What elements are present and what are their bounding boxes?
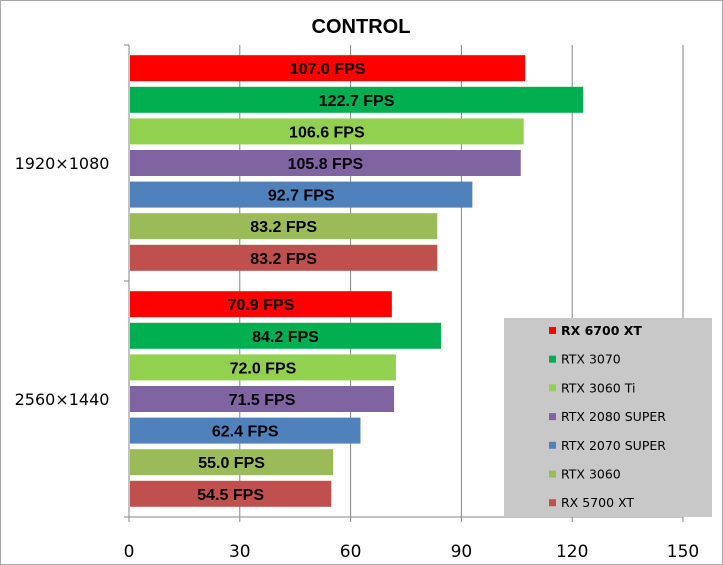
category-label: 1920×1080: [15, 154, 110, 173]
bar-data-label: 122.7 FPS: [319, 93, 395, 110]
axes: 0 30 60 90 120 150 1920×1080 2560×1440: [15, 44, 699, 562]
bar: [130, 118, 524, 145]
bar: [130, 417, 361, 444]
bar-data-label: 105.8 FPS: [288, 156, 364, 173]
x-tick-label: 0: [124, 542, 135, 562]
bar: [130, 55, 526, 82]
bar: [130, 150, 521, 176]
x-tick-label: 120: [556, 542, 588, 562]
bar-data-label: 92.7 FPS: [268, 188, 335, 205]
bar-data-label: 71.5 FPS: [229, 392, 296, 409]
bar-data-label: 54.5 FPS: [197, 487, 264, 504]
bar-data-label: 83.2 FPS: [250, 251, 317, 268]
legend-label: RTX 2070 SUPER: [561, 438, 666, 453]
x-tick-label: 90: [451, 542, 473, 562]
bar: [130, 354, 396, 381]
legend-label: RX 6700 XT: [561, 323, 642, 338]
category-label: 2560×1440: [15, 390, 110, 409]
legend-label: RTX 2080 SUPER: [561, 409, 666, 424]
bar: [130, 213, 438, 240]
bar: [130, 291, 392, 318]
bar: [130, 322, 441, 349]
bar: [130, 386, 395, 412]
legend-swatch: [549, 470, 556, 478]
legend: RX 6700 XT RTX 3070 RTX 3060 Ti RTX 2080 SU…: [504, 318, 712, 517]
bar-data-label: 84.2 FPS: [252, 329, 319, 346]
legend-swatch: [549, 499, 556, 507]
legend-swatch: [549, 327, 556, 334]
bar-data-label: 106.6 FPS: [289, 124, 365, 141]
bar-data-label: 107.0 FPS: [290, 61, 366, 78]
legend-swatch: [549, 355, 556, 363]
bar-data-label: 62.4 FPS: [212, 424, 279, 441]
legend-swatch: [549, 384, 556, 392]
bar: [130, 181, 473, 208]
chart-title: CONTROL: [312, 16, 411, 38]
bar-data-label: 83.2 FPS: [250, 219, 317, 236]
legend-label: RTX 3060: [561, 467, 621, 482]
legend-label: RX 5700 XT: [561, 495, 634, 510]
bar-data-label: 55.0 FPS: [198, 455, 265, 472]
legend-box: [504, 318, 712, 517]
bar: [130, 449, 334, 476]
bar: [130, 244, 438, 271]
bars: 107.0 FPS 122.7 FPS 106.6 FPS 105.8 FPS 92.7…: [130, 55, 584, 507]
legend-swatch: [549, 413, 556, 421]
x-tick-label: 60: [340, 542, 362, 562]
legend-swatch: [549, 441, 556, 449]
bar: [130, 86, 584, 113]
bar-data-label: 72.0 FPS: [230, 360, 297, 377]
x-tick-label: 30: [229, 542, 251, 562]
legend-label: RTX 3060 Ti: [561, 380, 635, 395]
bar-data-label: 70.9 FPS: [228, 297, 295, 314]
legend-label: RTX 3070: [561, 352, 621, 367]
bar: [130, 480, 332, 507]
x-tick-label: 150: [667, 542, 699, 562]
